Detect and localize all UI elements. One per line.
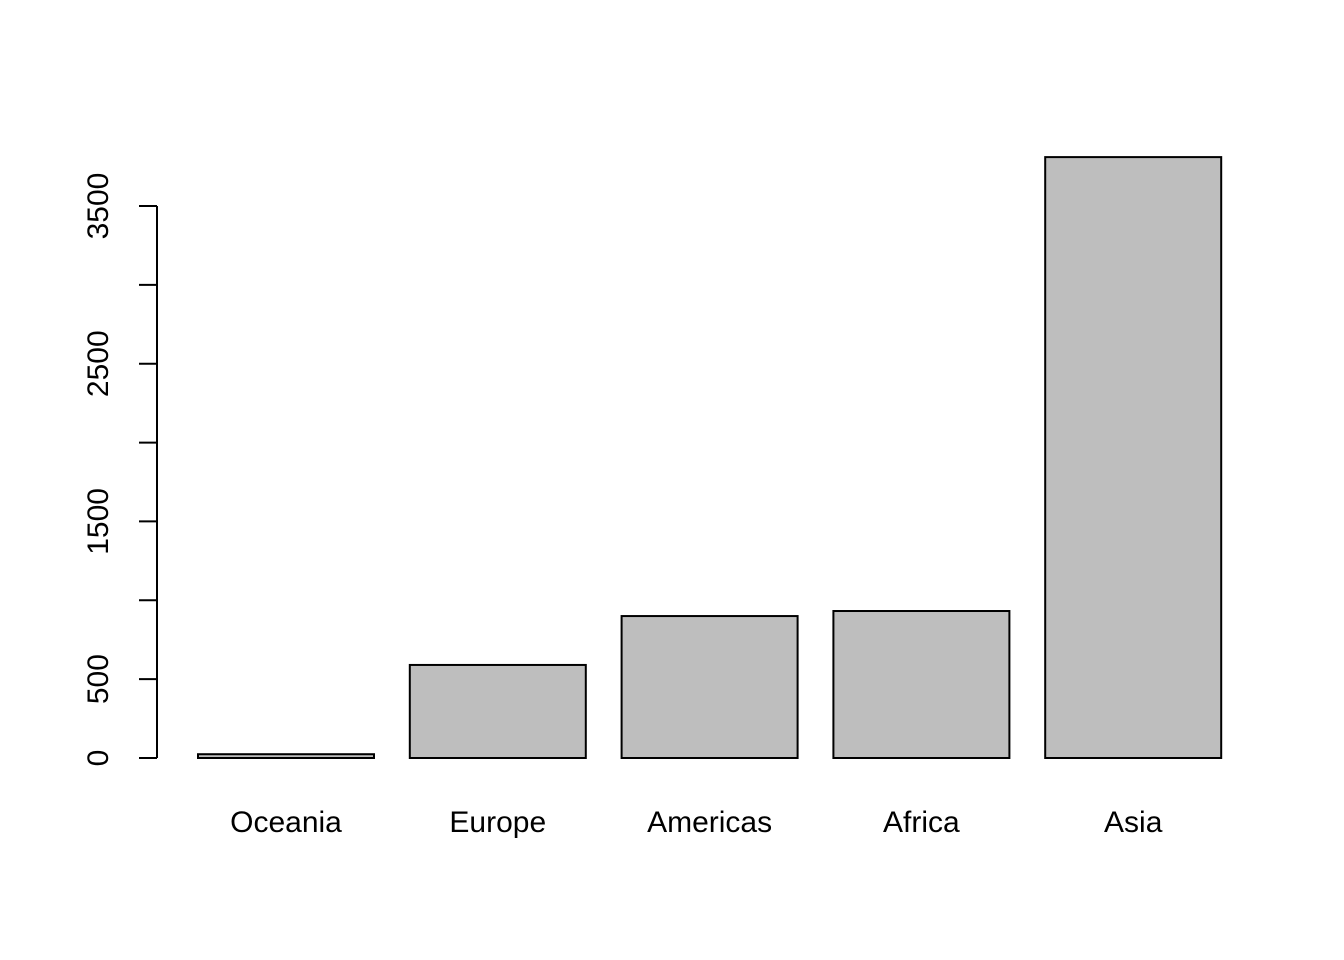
y-tick-label: 0 (82, 750, 115, 767)
bar (832, 610, 1011, 760)
x-tick-label: Africa (883, 806, 960, 839)
x-tick-label: Oceania (230, 806, 342, 839)
y-tick-label: 2500 (82, 330, 115, 397)
x-tick-label: Asia (1104, 806, 1163, 839)
bar (1044, 156, 1223, 759)
x-tick-label: Europe (449, 806, 546, 839)
bar (620, 615, 799, 759)
bar (197, 753, 375, 759)
x-tick-label: Americas (647, 806, 772, 839)
y-tick-label: 1500 (82, 488, 115, 555)
y-tick-label: 500 (82, 654, 115, 704)
y-tick-label: 3500 (82, 173, 115, 240)
bar (408, 663, 587, 759)
